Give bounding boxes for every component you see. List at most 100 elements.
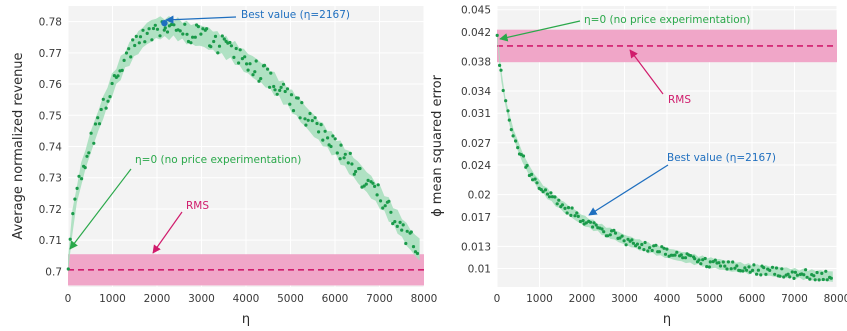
best-value-arrow: [165, 15, 237, 24]
data-point: [87, 151, 91, 155]
data-point: [326, 136, 330, 140]
data-point: [348, 151, 352, 155]
data-point: [581, 219, 585, 223]
data-point: [185, 32, 189, 36]
rms-band-layer: [497, 29, 837, 63]
eta0-arrow: [499, 20, 581, 42]
data-point: [648, 246, 652, 250]
data-point: [393, 220, 397, 224]
data-point: [516, 146, 520, 150]
x-tick-labels: 0 1000 2000 3000 4000 5000 6000 7000 8000: [65, 293, 438, 305]
data-point: [104, 106, 108, 110]
data-point: [273, 88, 277, 92]
data-point: [541, 190, 545, 194]
data-point: [268, 85, 272, 89]
data-point: [514, 139, 518, 143]
revenue-chart: 0 1000 2000 3000 4000 5000 6000 7000 8000 0.70.7…: [11, 6, 437, 327]
data-point: [812, 274, 816, 278]
data-point: [234, 46, 238, 51]
data-point: [738, 269, 743, 273]
data-point: [495, 33, 499, 38]
data-point: [733, 266, 737, 270]
x-tick-labels: 0 1000 2000 3000 4000 5000 6000 7000 8000: [494, 293, 847, 305]
data-point: [804, 268, 808, 272]
data-point: [251, 73, 255, 77]
x-tick-label: 1000: [99, 293, 126, 305]
y-tick-label: 0.01: [468, 264, 491, 276]
data-point: [285, 87, 290, 91]
data-point: [151, 26, 156, 31]
data-point: [675, 250, 679, 254]
data-point: [196, 25, 200, 29]
data-points: [495, 33, 833, 282]
y-tick-label: 0.74: [39, 142, 63, 154]
data-point: [415, 251, 420, 256]
data-point: [550, 195, 555, 199]
data-point: [319, 123, 323, 127]
y-tick-label: 0.71: [39, 235, 62, 247]
x-tick-label: 8000: [824, 293, 847, 305]
data-point: [134, 34, 138, 39]
x-tick-label: 8000: [411, 293, 438, 305]
data-point: [232, 55, 236, 60]
data-point: [821, 277, 825, 282]
data-point: [66, 267, 70, 271]
data-point: [608, 233, 612, 237]
x-tick-label: 0: [65, 293, 72, 305]
data-point: [303, 117, 307, 121]
y-tick-label: 0.042: [461, 27, 491, 39]
data-point: [342, 156, 346, 160]
data-point: [97, 122, 102, 126]
data-point: [145, 31, 149, 35]
data-point: [578, 219, 583, 224]
data-point: [662, 246, 666, 250]
data-point: [352, 172, 356, 176]
data-point: [569, 213, 573, 217]
data-point: [259, 77, 263, 81]
data-point: [501, 88, 505, 93]
confidence-band-layer: [68, 15, 420, 272]
data-point: [147, 27, 151, 31]
x-tick-label: 2000: [569, 293, 596, 305]
x-tick-label: 7000: [781, 293, 808, 305]
data-point: [246, 68, 250, 72]
data-points: [66, 20, 420, 271]
data-point: [768, 268, 772, 272]
data-point: [391, 222, 395, 226]
data-point: [699, 262, 703, 266]
eta0-arrow: [69, 168, 132, 250]
data-point: [108, 95, 112, 99]
x-tick-label: 5000: [277, 293, 304, 305]
data-point: [89, 131, 93, 135]
data-point: [395, 224, 399, 228]
data-point: [243, 55, 247, 59]
data-point: [790, 270, 794, 274]
data-point: [511, 134, 515, 138]
best-value-point: [161, 19, 168, 27]
y-tick-label: 0.013: [461, 241, 491, 253]
data-point: [773, 272, 777, 276]
data-point: [245, 62, 249, 66]
data-point: [718, 264, 723, 268]
data-point: [657, 250, 662, 254]
data-point: [774, 266, 779, 270]
data-point: [565, 211, 569, 215]
data-point: [158, 34, 162, 38]
data-point: [735, 264, 739, 268]
confidence-band: [68, 15, 420, 272]
data-point: [228, 40, 232, 45]
data-point: [83, 166, 87, 170]
data-point: [504, 99, 508, 103]
x-tick-label: 4000: [654, 293, 681, 305]
x-tick-label: 7000: [366, 293, 393, 305]
data-point: [283, 89, 287, 94]
data-point: [141, 28, 145, 32]
data-point: [755, 272, 759, 276]
data-point: [643, 240, 647, 245]
data-point: [229, 44, 233, 48]
data-point: [703, 256, 707, 261]
y-axis-label: ϕ mean squared error: [430, 74, 445, 217]
data-point: [745, 268, 749, 272]
data-point: [323, 129, 327, 133]
data-point: [350, 162, 354, 166]
